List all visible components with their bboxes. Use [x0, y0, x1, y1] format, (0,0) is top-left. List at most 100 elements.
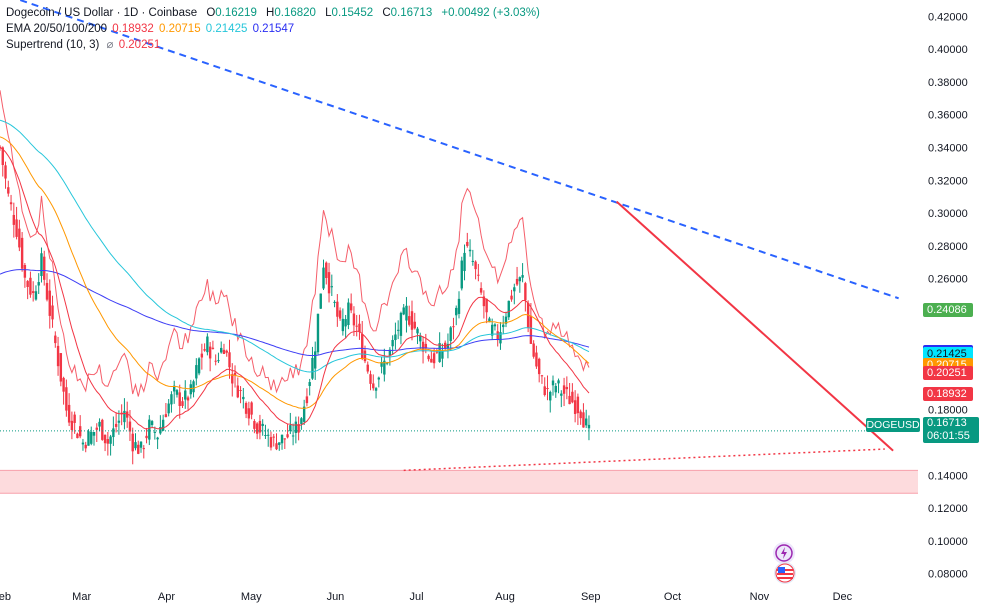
candle-body[interactable]	[366, 364, 369, 372]
candle-body[interactable]	[485, 298, 488, 313]
candle-body[interactable]	[432, 353, 436, 364]
candle-body[interactable]	[430, 358, 433, 363]
candle-body[interactable]	[4, 165, 7, 179]
ema20-line[interactable]	[0, 147, 590, 430]
candle-body[interactable]	[291, 435, 295, 437]
candle-body[interactable]	[560, 393, 563, 396]
candle-body[interactable]	[421, 341, 425, 352]
candle-body[interactable]	[410, 311, 414, 330]
candle-body[interactable]	[482, 296, 486, 307]
candle-body[interactable]	[499, 332, 502, 344]
candle-body[interactable]	[228, 352, 231, 368]
candle-body[interactable]	[242, 396, 245, 400]
candle-body[interactable]	[117, 420, 121, 423]
candle-body[interactable]	[172, 385, 176, 392]
candle-body[interactable]	[385, 362, 389, 364]
candle-body[interactable]	[164, 414, 168, 418]
candle-body[interactable]	[568, 395, 571, 405]
candle-body[interactable]	[114, 423, 118, 427]
candle-body[interactable]	[54, 335, 57, 344]
candle-body[interactable]	[43, 256, 46, 280]
candle-body[interactable]	[352, 313, 356, 326]
candle-body[interactable]	[101, 419, 104, 440]
candle-body[interactable]	[103, 434, 107, 444]
candle-body[interactable]	[383, 360, 386, 375]
candle-body[interactable]	[363, 350, 367, 362]
candle-body[interactable]	[20, 237, 24, 269]
candle-body[interactable]	[45, 282, 49, 300]
rising-support-trendline[interactable]	[403, 448, 885, 472]
candle-body[interactable]	[34, 291, 38, 300]
candle-body[interactable]	[220, 347, 223, 353]
candle-body[interactable]	[488, 318, 491, 323]
candle-body[interactable]	[338, 310, 342, 319]
candle-body[interactable]	[18, 228, 21, 248]
candle-body[interactable]	[106, 439, 110, 444]
candle-body[interactable]	[441, 351, 444, 359]
candle-body[interactable]	[131, 433, 134, 452]
candle-body[interactable]	[153, 431, 157, 433]
candle-body[interactable]	[70, 420, 74, 431]
candle-body[interactable]	[267, 434, 270, 436]
candle-body[interactable]	[455, 307, 458, 316]
candle-body[interactable]	[261, 423, 264, 427]
candle-body[interactable]	[582, 412, 585, 428]
candle-body[interactable]	[479, 288, 483, 293]
candle-body[interactable]	[396, 329, 400, 331]
candle-body[interactable]	[579, 411, 582, 419]
candle-body[interactable]	[446, 343, 450, 349]
candle-body[interactable]	[524, 283, 527, 301]
candle-body[interactable]	[283, 438, 287, 440]
candle-body[interactable]	[405, 305, 408, 321]
ema50-line[interactable]	[0, 136, 590, 409]
supertrend-line[interactable]	[0, 90, 590, 397]
candle-body[interactable]	[551, 380, 555, 386]
candle-body[interactable]	[311, 357, 314, 379]
candle-body[interactable]	[156, 437, 159, 440]
candle-body[interactable]	[225, 350, 228, 353]
candle-body[interactable]	[84, 444, 87, 449]
candle-body[interactable]	[515, 278, 519, 285]
candle-body[interactable]	[250, 402, 253, 415]
candle-body[interactable]	[59, 353, 63, 382]
candle-body[interactable]	[206, 336, 209, 353]
candle-body[interactable]	[247, 408, 251, 419]
candle-body[interactable]	[134, 442, 137, 449]
us-flag-event-icon[interactable]	[774, 562, 796, 584]
candle-body[interactable]	[48, 290, 51, 316]
candle-body[interactable]	[554, 385, 557, 393]
candle-body[interactable]	[214, 360, 217, 362]
candle-body[interactable]	[7, 187, 10, 194]
candle-body[interactable]	[26, 281, 29, 287]
candle-body[interactable]	[73, 414, 76, 423]
candle-body[interactable]	[424, 343, 428, 349]
candle-body[interactable]	[562, 385, 566, 394]
candle-body[interactable]	[325, 262, 328, 278]
candle-body[interactable]	[333, 301, 336, 303]
candle-body[interactable]	[264, 434, 267, 436]
candle-body[interactable]	[496, 331, 499, 341]
candle-body[interactable]	[330, 286, 334, 288]
candle-body[interactable]	[380, 362, 383, 367]
candle-body[interactable]	[192, 381, 195, 393]
candle-body[interactable]	[372, 383, 375, 389]
candle-body[interactable]	[543, 386, 546, 395]
candle-body[interactable]	[125, 411, 129, 418]
candle-body[interactable]	[513, 287, 516, 292]
candle-body[interactable]	[167, 403, 170, 414]
candle-body[interactable]	[37, 282, 40, 286]
candle-body[interactable]	[239, 389, 242, 391]
candle-body[interactable]	[468, 249, 472, 252]
candle-body[interactable]	[416, 328, 419, 334]
candle-body[interactable]	[587, 424, 591, 429]
candle-body[interactable]	[466, 241, 469, 246]
candle-body[interactable]	[15, 219, 18, 237]
candle-body[interactable]	[23, 265, 27, 278]
candle-body[interactable]	[460, 260, 463, 289]
candle-body[interactable]	[236, 385, 239, 398]
candle-body[interactable]	[90, 431, 93, 444]
legend-supertrend-row[interactable]: Supertrend (10, 3) ⌀ 0.20251	[6, 37, 540, 53]
candle-body[interactable]	[87, 431, 90, 446]
candle-body[interactable]	[200, 353, 204, 358]
